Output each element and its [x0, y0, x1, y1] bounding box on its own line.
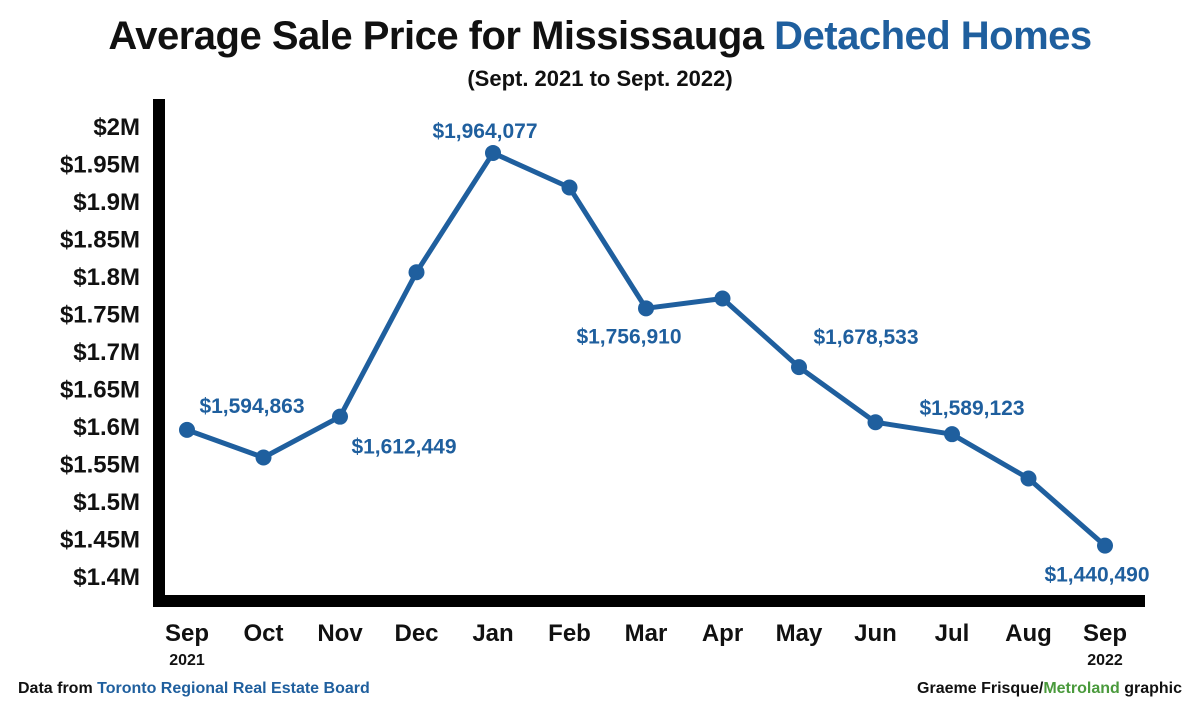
x-tick-label: Nov	[317, 620, 363, 647]
y-tick-label: $1.55M	[60, 452, 140, 479]
data-point	[485, 144, 501, 161]
x-tick-year-label: 2021	[169, 652, 205, 669]
x-tick-label: Jul	[935, 620, 970, 647]
data-point	[714, 290, 731, 307]
source-prefix: Data from	[18, 680, 98, 697]
y-tick-label: $1.7M	[73, 339, 140, 366]
data-point	[408, 264, 425, 281]
x-tick-label: May	[776, 620, 823, 647]
data-point	[255, 449, 272, 466]
x-tick-label: Apr	[702, 620, 743, 647]
credit-org: Metroland	[1043, 680, 1120, 697]
y-tick-label: $1.6M	[73, 414, 140, 441]
data-label: $1,589,123	[919, 397, 1024, 420]
y-tick-label: $1.75M	[60, 302, 140, 329]
data-label: $1,594,863	[199, 395, 304, 418]
x-tick-label: Jun	[854, 620, 897, 647]
credit-suffix: graphic	[1119, 680, 1182, 697]
source-name: Toronto Regional Real Estate Board	[97, 680, 370, 697]
x-tick-year-label: 2022	[1087, 652, 1123, 669]
y-tick-label: $1.4M	[73, 564, 140, 591]
data-point	[791, 359, 807, 376]
data-label: $1,756,910	[576, 325, 681, 348]
data-point	[332, 408, 348, 425]
data-label: $1,612,449	[351, 436, 456, 459]
x-tick-label: Dec	[394, 620, 438, 647]
data-point	[867, 414, 884, 431]
data-point	[561, 179, 578, 196]
y-tick-label: $2M	[93, 114, 140, 141]
y-tick-label: $1.85M	[60, 227, 140, 254]
data-source: Data from Toronto Regional Real Estate B…	[18, 680, 370, 698]
x-tick-label: Jan	[472, 620, 513, 647]
data-point	[1097, 537, 1113, 554]
y-tick-label: $1.8M	[73, 264, 140, 291]
y-tick-label: $1.45M	[60, 527, 140, 554]
y-tick-label: $1.95M	[60, 152, 140, 179]
data-label: $1,440,490	[1044, 564, 1149, 587]
x-tick-label: Aug	[1005, 620, 1052, 647]
data-point	[638, 300, 654, 317]
y-tick-label: $1.5M	[73, 489, 140, 516]
x-tick-label: Feb	[548, 620, 591, 647]
y-tick-label: $1.65M	[60, 377, 140, 404]
x-tick-label: Mar	[625, 620, 668, 647]
x-tick-label: Sep	[165, 620, 209, 647]
chart-title-accent: Detached Homes	[774, 14, 1092, 58]
credit-author: Graeme Frisque/	[917, 680, 1044, 697]
chart-title-main: Average Sale Price for Mississauga	[108, 14, 775, 58]
x-tick-label: Sep	[1083, 620, 1127, 647]
data-point	[1020, 470, 1037, 487]
graphic-credit: Graeme Frisque/Metroland graphic	[917, 680, 1182, 698]
y-tick-label: $1.9M	[73, 189, 140, 216]
data-label: $1,964,077	[432, 120, 537, 143]
x-tick-label: Oct	[243, 620, 283, 647]
data-label: $1,678,533	[813, 326, 918, 349]
price-line	[186, 150, 1107, 548]
chart-title: Average Sale Price for Mississauga Detac…	[0, 14, 1200, 59]
data-point	[179, 421, 195, 438]
data-point	[944, 426, 960, 443]
chart-subtitle: (Sept. 2021 to Sept. 2022)	[467, 66, 733, 91]
